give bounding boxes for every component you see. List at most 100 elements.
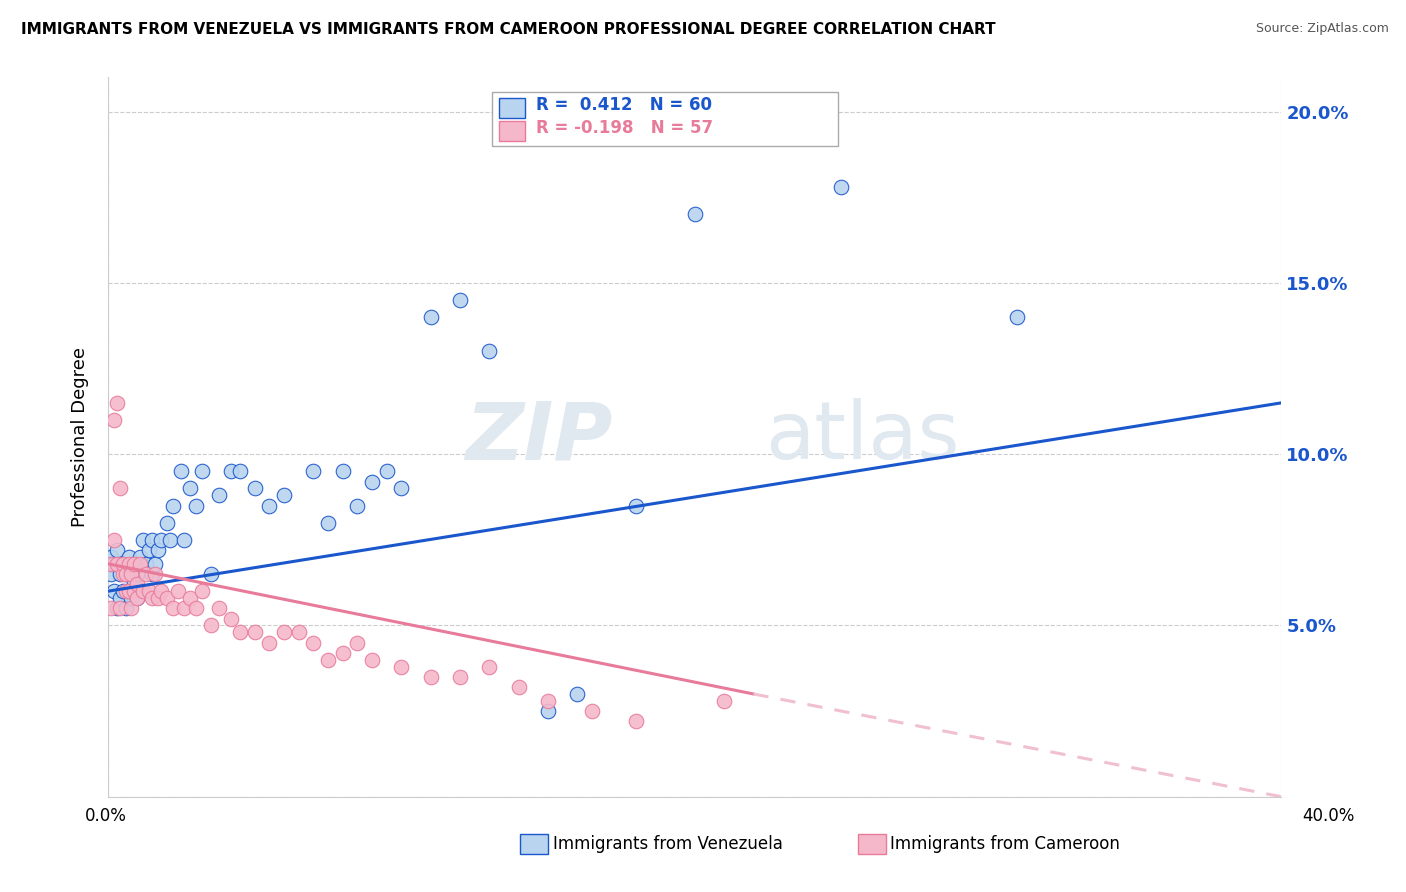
- Point: [184, 601, 207, 615]
- Point: [120, 567, 142, 582]
- Point: [129, 557, 152, 571]
- Point: [361, 653, 384, 667]
- Point: [567, 687, 589, 701]
- Point: [159, 533, 181, 547]
- Point: [332, 464, 354, 478]
- Text: Source: ZipAtlas.com: Source: ZipAtlas.com: [1256, 22, 1389, 36]
- Point: [191, 584, 214, 599]
- Point: [120, 591, 142, 605]
- Point: [302, 635, 325, 649]
- Point: [114, 567, 136, 582]
- Text: IMMIGRANTS FROM VENEZUELA VS IMMIGRANTS FROM CAMEROON PROFESSIONAL DEGREE CORREL: IMMIGRANTS FROM VENEZUELA VS IMMIGRANTS …: [21, 22, 995, 37]
- Point: [146, 543, 169, 558]
- Point: [114, 584, 136, 599]
- Point: [149, 533, 172, 547]
- Point: [114, 567, 136, 582]
- Point: [117, 584, 139, 599]
- Point: [287, 625, 309, 640]
- Point: [273, 625, 295, 640]
- Text: Immigrants from Venezuela: Immigrants from Venezuela: [553, 835, 782, 853]
- Point: [179, 591, 201, 605]
- Point: [117, 557, 139, 571]
- Point: [162, 499, 184, 513]
- Point: [419, 310, 441, 325]
- Point: [117, 549, 139, 564]
- Point: [713, 694, 735, 708]
- Point: [346, 499, 368, 513]
- Point: [173, 533, 195, 547]
- Point: [200, 567, 222, 582]
- Point: [124, 557, 146, 571]
- Point: [111, 584, 134, 599]
- Text: R = -0.198   N = 57: R = -0.198 N = 57: [536, 119, 713, 136]
- Point: [146, 591, 169, 605]
- Point: [173, 601, 195, 615]
- Point: [346, 635, 368, 649]
- Point: [375, 464, 398, 478]
- Point: [179, 482, 201, 496]
- Text: ZIP: ZIP: [465, 398, 613, 476]
- Text: Immigrants from Cameroon: Immigrants from Cameroon: [890, 835, 1119, 853]
- Point: [141, 591, 163, 605]
- Point: [105, 543, 128, 558]
- Point: [229, 464, 252, 478]
- Point: [111, 557, 134, 571]
- Point: [167, 584, 190, 599]
- Point: [361, 475, 384, 489]
- Point: [127, 591, 149, 605]
- Point: [537, 694, 560, 708]
- Point: [259, 499, 281, 513]
- Point: [108, 591, 131, 605]
- Point: [1007, 310, 1029, 325]
- Point: [219, 612, 242, 626]
- Point: [138, 584, 160, 599]
- Point: [127, 591, 149, 605]
- Point: [316, 516, 339, 530]
- Point: [332, 646, 354, 660]
- Point: [478, 344, 501, 359]
- Point: [170, 464, 193, 478]
- Point: [184, 499, 207, 513]
- Point: [156, 591, 179, 605]
- Point: [127, 577, 149, 591]
- Point: [132, 584, 155, 599]
- Point: [105, 557, 128, 571]
- Point: [108, 601, 131, 615]
- Point: [141, 567, 163, 582]
- Point: [478, 659, 501, 673]
- Point: [124, 557, 146, 571]
- Point: [120, 567, 142, 582]
- Text: R =  0.412   N = 60: R = 0.412 N = 60: [536, 95, 713, 114]
- Point: [259, 635, 281, 649]
- Point: [103, 557, 125, 571]
- FancyBboxPatch shape: [499, 120, 524, 141]
- Point: [141, 533, 163, 547]
- Point: [135, 557, 157, 571]
- Point: [135, 567, 157, 582]
- Point: [117, 584, 139, 599]
- Point: [208, 488, 231, 502]
- Text: 0.0%: 0.0%: [84, 807, 127, 825]
- Point: [419, 670, 441, 684]
- Point: [508, 680, 530, 694]
- FancyBboxPatch shape: [499, 97, 524, 118]
- Point: [143, 567, 166, 582]
- Point: [124, 577, 146, 591]
- Point: [191, 464, 214, 478]
- Point: [129, 549, 152, 564]
- FancyBboxPatch shape: [492, 92, 838, 145]
- Point: [100, 549, 122, 564]
- Point: [103, 584, 125, 599]
- Point: [302, 464, 325, 478]
- Point: [449, 293, 471, 307]
- Point: [111, 567, 134, 582]
- Point: [316, 653, 339, 667]
- Point: [243, 482, 266, 496]
- Point: [120, 601, 142, 615]
- Point: [537, 704, 560, 718]
- Point: [162, 601, 184, 615]
- Y-axis label: Professional Degree: Professional Degree: [72, 347, 89, 527]
- Point: [114, 601, 136, 615]
- Point: [243, 625, 266, 640]
- Point: [208, 601, 231, 615]
